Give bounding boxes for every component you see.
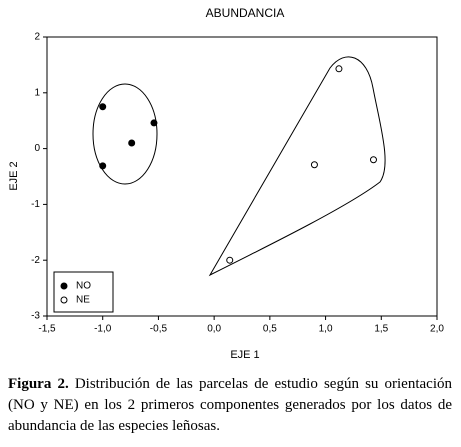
y-tick-label: -2 <box>31 255 40 266</box>
y-tick-label: 1 <box>34 87 40 98</box>
x-tick-label: 1,0 <box>319 324 333 335</box>
legend-marker <box>60 296 68 304</box>
x-tick-label: 1,5 <box>374 324 388 335</box>
y-tick-label: 0 <box>34 143 40 154</box>
legend-label: NE <box>76 295 90 306</box>
legend-box <box>53 271 114 313</box>
x-tick-label: 0,5 <box>263 324 277 335</box>
group-outline <box>208 56 386 277</box>
point <box>226 256 234 264</box>
group-outline <box>92 83 158 185</box>
legend-label: NO <box>76 281 91 292</box>
x-tick-label: -1,5 <box>38 324 56 335</box>
y-tick-label: -3 <box>31 311 40 322</box>
caption-label: Figura 2. <box>8 376 69 392</box>
point <box>99 103 107 111</box>
x-tick-label: 0,0 <box>207 324 221 335</box>
point <box>99 162 107 170</box>
y-tick-label: -1 <box>31 199 40 210</box>
x-tick-label: -1,0 <box>94 324 112 335</box>
y-axis-label: EJE 2 <box>8 161 20 190</box>
legend-marker <box>60 282 68 290</box>
point <box>128 139 136 147</box>
x-tick-label: -0,5 <box>150 324 168 335</box>
point <box>310 161 318 169</box>
caption: Figura 2. Distribución de las parcelas d… <box>8 374 452 437</box>
point <box>335 65 343 73</box>
x-axis-label: EJE 1 <box>230 349 259 361</box>
point <box>369 156 377 164</box>
y-tick-label: 2 <box>34 32 40 43</box>
chart-title: ABUNDANCIA <box>206 6 285 20</box>
point <box>150 119 158 127</box>
x-tick-label: 2,0 <box>430 324 444 335</box>
caption-text: Distribución de las parcelas de estudio … <box>8 376 452 434</box>
chart: ABUNDANCIA EJE 1 EJE 2 -1,5 -1,0 -0,5 0,0 0,… <box>8 6 444 361</box>
plot-frame <box>46 36 438 317</box>
